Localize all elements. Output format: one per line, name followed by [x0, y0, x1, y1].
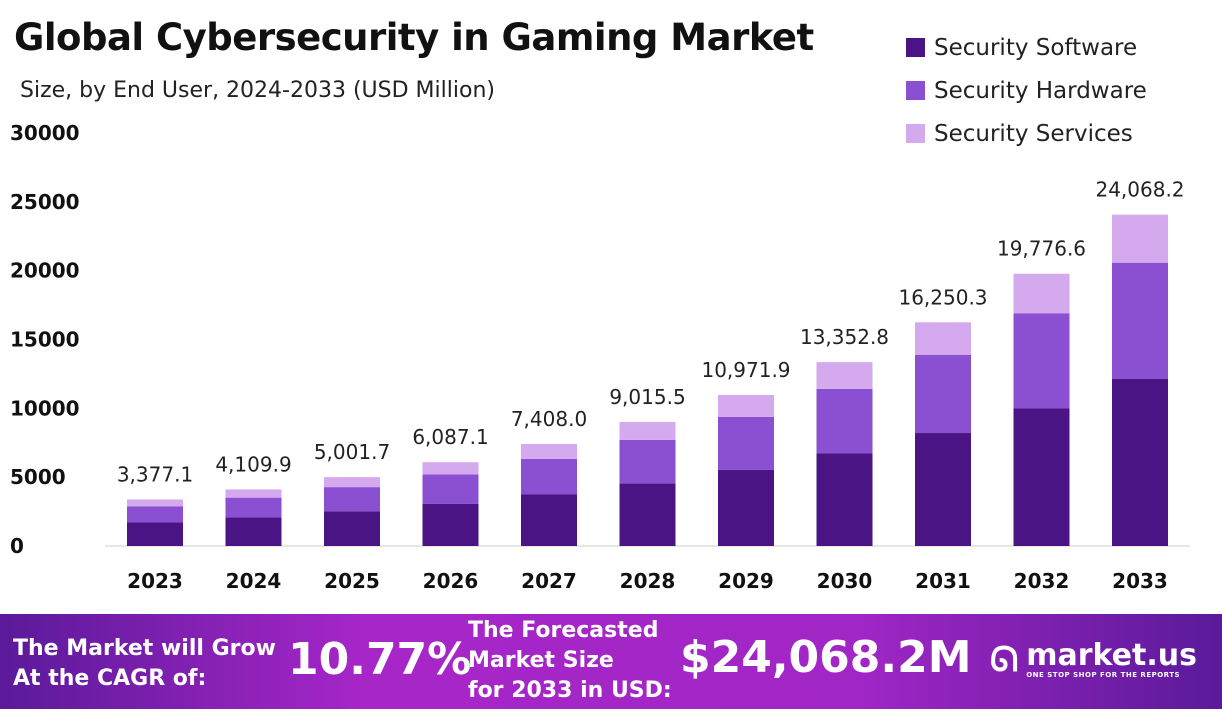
- total-label: 3,377.1: [117, 463, 193, 487]
- y-tick-label: 15000: [10, 328, 80, 352]
- bar-segment: [127, 506, 183, 523]
- total-label: 9,015.5: [609, 385, 685, 409]
- bar-segment: [816, 362, 873, 389]
- bar-segment: [324, 477, 380, 488]
- legend-label: Security Software: [934, 34, 1138, 61]
- bar-segment: [324, 487, 380, 512]
- bar-segment: [718, 394, 774, 417]
- x-tick-label: 2023: [127, 569, 183, 593]
- bar-segment: [324, 511, 380, 546]
- total-label: 24,068.2: [1095, 178, 1184, 202]
- bar-segment: [422, 503, 479, 546]
- bar-segment: [1112, 378, 1168, 546]
- bar-segment: [422, 462, 479, 475]
- legend-swatch: [906, 38, 925, 57]
- bar-segment: [225, 517, 282, 546]
- bar-segment: [225, 489, 282, 498]
- legend-swatch: [906, 81, 925, 100]
- chart-plot: 0 5000 10000 15000 20000 25000 30000 3,377.1 202…: [10, 121, 1190, 593]
- x-tick-label: 2028: [620, 569, 676, 593]
- bar-segment: [521, 444, 577, 459]
- bar-segment: [127, 499, 183, 507]
- bar-segment: [915, 433, 971, 546]
- legend-swatch: [906, 124, 925, 143]
- bar-segment: [1112, 214, 1168, 263]
- total-label: 10,971.9: [701, 358, 790, 382]
- legend-label: Security Hardware: [934, 77, 1147, 104]
- total-label: 13,352.8: [800, 325, 889, 349]
- cagr-value: 10.77%: [288, 634, 472, 685]
- total-label: 19,776.6: [997, 237, 1086, 261]
- total-label: 7,408.0: [511, 407, 587, 431]
- bar-segment: [127, 522, 183, 546]
- y-tick-label: 10000: [10, 396, 80, 420]
- bar-segment: [816, 453, 873, 546]
- bar-segment: [1013, 408, 1070, 546]
- legend-item-software: Security Software: [906, 26, 1147, 69]
- bar-segment: [1112, 262, 1168, 379]
- y-tick-label: 20000: [10, 259, 80, 283]
- x-tick-label: 2026: [423, 569, 479, 593]
- x-tick-label: 2027: [521, 569, 577, 593]
- total-label: 4,109.9: [215, 452, 291, 476]
- x-tick-label: 2032: [1014, 569, 1070, 593]
- legend-item-services: Security Services: [906, 112, 1147, 155]
- legend-label: Security Services: [934, 120, 1133, 147]
- bar-segment: [915, 354, 971, 434]
- total-label: 6,087.1: [412, 425, 488, 449]
- bar-segment: [521, 494, 577, 546]
- bar-segment: [1013, 273, 1070, 314]
- bar-segment: [225, 497, 282, 518]
- bar-segment: [521, 458, 577, 495]
- x-tick-label: 2033: [1112, 569, 1168, 593]
- forecast-value: $24,068.2M: [680, 632, 972, 683]
- bar-segment: [816, 388, 873, 454]
- logo-icon: ᘏ: [990, 640, 1019, 680]
- y-tick-label: 25000: [10, 190, 80, 214]
- legend: Security Software Security Hardware Secu…: [906, 26, 1147, 155]
- total-label: 16,250.3: [898, 285, 987, 309]
- bar-segment: [1013, 313, 1070, 409]
- bar-segment: [619, 421, 676, 440]
- legend-item-hardware: Security Hardware: [906, 69, 1147, 112]
- y-tick-label: 5000: [10, 465, 66, 489]
- x-tick-label: 2024: [226, 569, 282, 593]
- x-tick-label: 2025: [324, 569, 380, 593]
- cagr-label: The Market will Grow At the CAGR of:: [13, 636, 276, 691]
- forecast-label: The Forecasted Market Size for 2033 in USD…: [468, 618, 672, 703]
- x-tick-label: 2031: [915, 569, 971, 593]
- bar-segment: [619, 439, 676, 484]
- bar-segment: [915, 322, 971, 355]
- summary-banner: The Market will Grow At the CAGR of: 10.7…: [0, 614, 1222, 709]
- bar-segment: [718, 416, 774, 470]
- total-label: 5,001.7: [314, 440, 390, 464]
- bar-segment: [422, 474, 479, 504]
- x-tick-label: 2029: [718, 569, 774, 593]
- chart-subtitle: Size, by End User, 2024-2033 (USD Millio…: [20, 78, 495, 103]
- bar-segment: [619, 483, 676, 546]
- y-tick-label: 30000: [10, 121, 80, 145]
- chart-title: Global Cybersecurity in Gaming Market: [14, 16, 814, 59]
- y-tick-label: 0: [10, 534, 24, 558]
- bar-segment: [718, 469, 774, 546]
- x-tick-label: 2030: [817, 569, 873, 593]
- market-us-logo: ᘏ market.us ONE STOP SHOP FOR THE REPORTS: [990, 638, 1197, 680]
